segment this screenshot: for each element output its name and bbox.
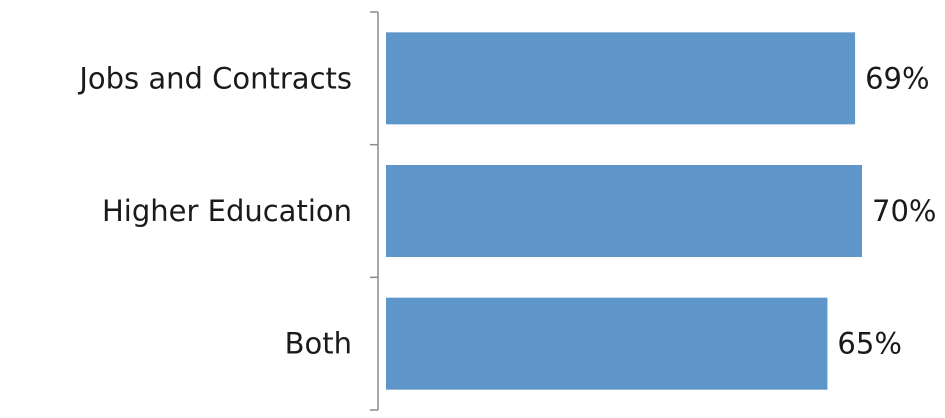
bar-0 xyxy=(386,32,856,125)
category-label: Both xyxy=(285,327,352,361)
category-label: Higher Education xyxy=(102,194,352,228)
category-label: Jobs and Contracts xyxy=(77,61,352,95)
data-label: 69% xyxy=(865,61,929,95)
bars-layer xyxy=(386,32,862,390)
bar-2 xyxy=(386,297,828,390)
data-label: 70% xyxy=(872,194,936,228)
axis-layer xyxy=(370,11,379,411)
labels-layer: Jobs and Contracts 69% Higher Education 70%… xyxy=(77,61,936,360)
data-label: 65% xyxy=(837,327,901,361)
bar-1 xyxy=(386,165,862,257)
